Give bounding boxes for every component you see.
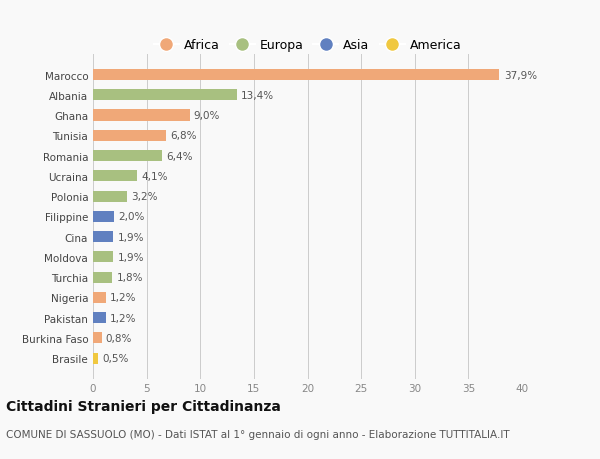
Bar	[93, 211, 115, 223]
Bar	[93, 70, 499, 81]
Text: 37,9%: 37,9%	[504, 70, 537, 80]
Bar	[93, 231, 113, 243]
Text: Cittadini Stranieri per Cittadinanza: Cittadini Stranieri per Cittadinanza	[6, 399, 281, 413]
Bar	[93, 313, 106, 324]
Text: COMUNE DI SASSUOLO (MO) - Dati ISTAT al 1° gennaio di ogni anno - Elaborazione T: COMUNE DI SASSUOLO (MO) - Dati ISTAT al …	[6, 429, 509, 439]
Bar	[93, 130, 166, 141]
Text: 2,0%: 2,0%	[119, 212, 145, 222]
Bar	[93, 151, 161, 162]
Text: 1,9%: 1,9%	[118, 232, 144, 242]
Text: 6,4%: 6,4%	[166, 151, 193, 161]
Bar	[93, 353, 98, 364]
Bar	[93, 171, 137, 182]
Bar	[93, 292, 106, 303]
Bar	[93, 252, 113, 263]
Bar	[93, 110, 190, 121]
Text: 1,2%: 1,2%	[110, 313, 137, 323]
Bar	[93, 333, 101, 344]
Bar	[93, 191, 127, 202]
Text: 1,2%: 1,2%	[110, 293, 137, 303]
Text: 1,9%: 1,9%	[118, 252, 144, 262]
Text: 9,0%: 9,0%	[194, 111, 220, 121]
Text: 4,1%: 4,1%	[141, 172, 168, 181]
Text: 0,8%: 0,8%	[106, 333, 132, 343]
Text: 0,5%: 0,5%	[103, 353, 129, 364]
Text: 13,4%: 13,4%	[241, 90, 274, 101]
Legend: Africa, Europa, Asia, America: Africa, Europa, Asia, America	[150, 35, 465, 56]
Bar	[93, 272, 112, 283]
Text: 1,8%: 1,8%	[116, 273, 143, 283]
Text: 6,8%: 6,8%	[170, 131, 197, 141]
Text: 3,2%: 3,2%	[131, 192, 158, 202]
Bar	[93, 90, 237, 101]
